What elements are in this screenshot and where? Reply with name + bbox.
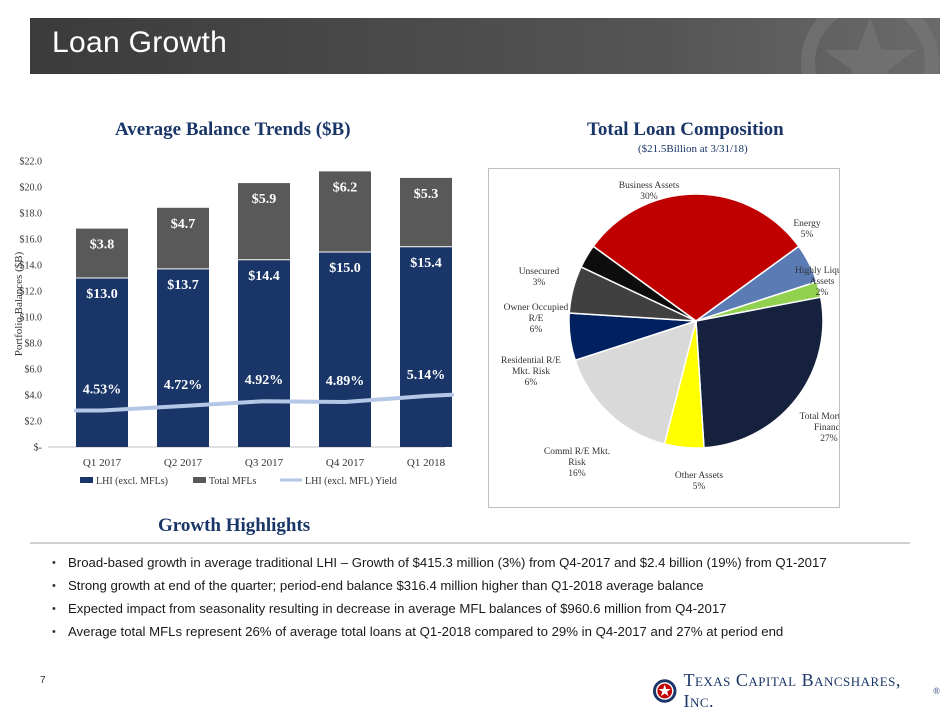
pie-slice-label: Business Assets 30% [619, 181, 680, 202]
x-tick-label: Q2 2017 [164, 457, 203, 469]
y-tick-label: $6.0 [25, 365, 43, 376]
pie-slice [580, 245, 697, 322]
star-logo-icon [652, 679, 677, 703]
lhi-value-label: $13.0 [86, 287, 118, 302]
bar-mfl [400, 177, 452, 247]
bar-lhi [157, 268, 209, 447]
title-bar: Loan Growth [30, 18, 940, 74]
x-tick-label: Q1 2017 [83, 457, 122, 469]
highlights-list: Broad-based growth in average traditiona… [52, 554, 827, 646]
y-axis-label: Portfolio Balances ($B) [13, 251, 25, 356]
bar-chart-title: Average Balance Trends ($B) [115, 119, 351, 140]
pie-slice-label: Comml R/E Mkt. Risk 16% [544, 447, 610, 479]
mfl-value-label: $6.2 [333, 180, 358, 195]
pie-slice [695, 296, 824, 449]
pie-slice-label: Residential R/E Mkt. Risk 6% [501, 356, 561, 388]
bar-chart: $- $2.0 $4.0 $6.0 $8.0 $10.0 $12.0 $14.0 $16.0 $1… [13, 157, 454, 487]
bar-lhi [238, 259, 290, 447]
pie-slice [574, 319, 698, 445]
highlight-item: Strong growth at end of the quarter; per… [52, 577, 827, 595]
highlight-item: Average total MFLs represent 26% of aver… [52, 623, 827, 641]
pie-slice-label: Other Assets 5% [675, 471, 724, 492]
legend-swatch [193, 477, 206, 483]
growth-highlights-title: Growth Highlights [158, 515, 311, 536]
y-tick-label: $2.0 [25, 417, 43, 428]
yield-label: 5.14% [407, 368, 446, 383]
y-tick-label: $20.0 [20, 183, 43, 194]
x-tick-label: Q3 2017 [245, 457, 284, 469]
logo-text: Texas Capital Bancshares, Inc. [683, 670, 901, 711]
y-tick-label: $4.0 [25, 391, 43, 402]
company-logo: Texas Capital Bancshares, Inc. ® [652, 670, 940, 712]
pie-slice [592, 193, 800, 322]
pie-slice-label: Highly LiquidAssets2% [795, 266, 839, 298]
highlight-item: Broad-based growth in average traditiona… [52, 554, 827, 572]
bar-mfl [238, 183, 290, 260]
bar-mfl [76, 228, 128, 278]
lhi-value-label: $15.4 [410, 256, 442, 271]
mfl-value-label: $5.3 [414, 187, 439, 202]
yield-label: 4.92% [245, 373, 284, 388]
bar-lhi [76, 278, 128, 447]
pie-chart-subtitle: ($21.5Billion at 3/31/18) [638, 143, 748, 155]
lhi-value-label: $15.0 [329, 261, 361, 276]
pie-slice-label: Unsecured 3% [519, 267, 560, 288]
y-tick-label: $22.0 [20, 157, 43, 168]
x-tick-label: Q1 2018 [407, 457, 446, 469]
divider [30, 542, 910, 544]
legend-label: LHI (excl. MFL) Yield [305, 476, 397, 487]
pie-slice-label: Owner Occupied R/E 6% [504, 303, 569, 335]
yield-label: 4.53% [83, 383, 122, 398]
pie-chart-title: Total Loan Composition [587, 119, 784, 140]
lhi-value-label: $13.7 [167, 278, 199, 293]
registered-mark: ® [933, 686, 940, 696]
y-tick-label: $- [34, 443, 42, 454]
page-title: Loan Growth [52, 26, 228, 59]
legend-label: LHI (excl. MFLs) [96, 476, 168, 487]
mfl-value-label: $5.9 [252, 192, 277, 207]
bar-lhi [400, 246, 452, 447]
bar-mfl [157, 207, 209, 269]
y-tick-label: $18.0 [20, 209, 43, 220]
y-tick-label: $12.0 [20, 287, 43, 298]
y-tick-label: $10.0 [20, 313, 43, 324]
yield-line [74, 392, 454, 413]
star-watermark-icon [801, 18, 939, 74]
bar-mfl [319, 171, 371, 252]
highlight-item: Expected impact from seasonality resulti… [52, 600, 827, 618]
yield-label: 4.72% [164, 378, 203, 393]
y-tick-label: $16.0 [20, 235, 43, 246]
lhi-value-label: $14.4 [248, 269, 280, 284]
legend-label: Total MFLs [209, 476, 256, 487]
yield-label: 4.89% [326, 374, 365, 389]
legend-swatch [80, 477, 93, 483]
y-tick-label: $14.0 [20, 261, 43, 272]
x-tick-label: Q4 2017 [326, 457, 365, 469]
page-number: 7 [40, 675, 46, 686]
bar-lhi [319, 252, 371, 447]
pie-slice-label: Total MortgageFinance27% [800, 412, 839, 444]
y-tick-label: $8.0 [25, 339, 43, 350]
mfl-value-label: $4.7 [171, 217, 196, 232]
pie-slice-label: Energy 5% [793, 219, 821, 240]
mfl-value-label: $3.8 [90, 238, 115, 253]
